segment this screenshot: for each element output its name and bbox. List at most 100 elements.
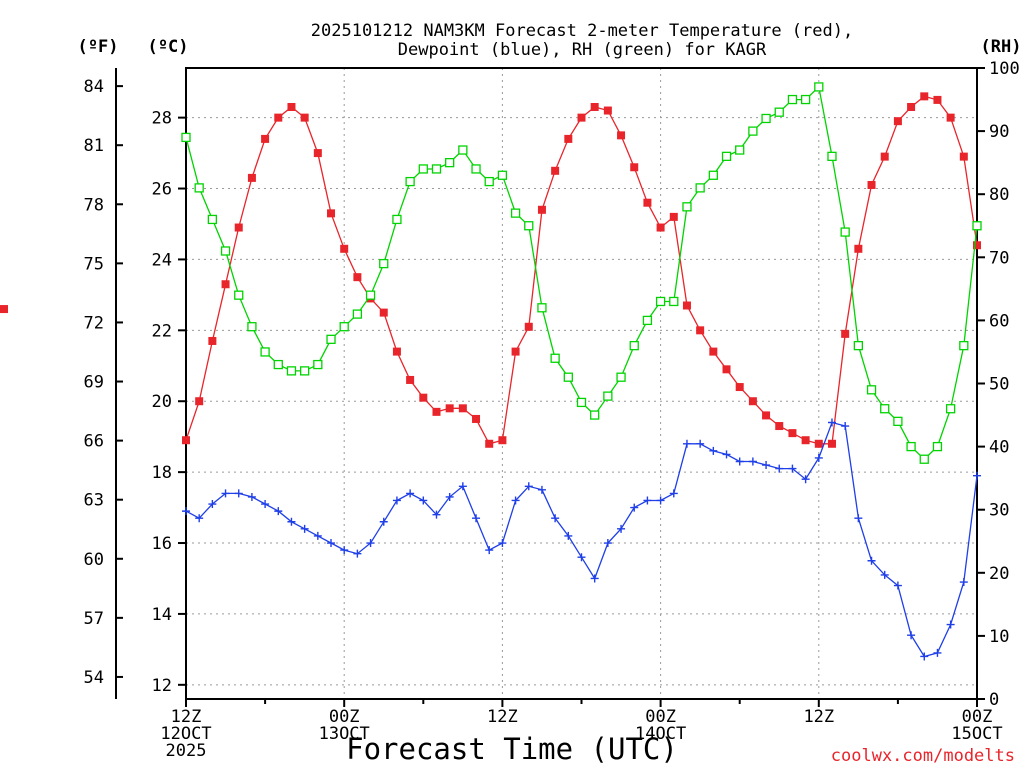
dewpoint-point bbox=[353, 549, 362, 558]
celsius-tick-label: 20 bbox=[152, 392, 172, 412]
rh-tick-label: 10 bbox=[989, 627, 1009, 647]
fahrenheit-tick-label: 63 bbox=[84, 491, 104, 511]
x-tick-label: 12Z bbox=[487, 707, 518, 727]
dewpoint-series bbox=[182, 418, 981, 661]
fahrenheit-tick-label: 78 bbox=[84, 195, 104, 215]
rh-point bbox=[286, 366, 297, 376]
dewpoint-point bbox=[221, 489, 230, 498]
dewpoint-point bbox=[208, 500, 217, 509]
dewpoint-point bbox=[748, 457, 757, 466]
temperature-point bbox=[537, 205, 546, 214]
temperature-point bbox=[880, 152, 889, 161]
fahrenheit-tick-label: 81 bbox=[84, 136, 104, 156]
rh-point bbox=[431, 164, 442, 174]
temperature-point bbox=[643, 198, 652, 207]
rh-point bbox=[774, 107, 784, 117]
temperature-point bbox=[498, 436, 507, 445]
rh-point bbox=[207, 214, 218, 225]
dewpoint-point bbox=[630, 503, 639, 512]
dewpoint-point bbox=[814, 453, 823, 462]
dewpoint-point bbox=[603, 539, 612, 548]
temperature-point bbox=[221, 280, 230, 289]
dewpoint-point bbox=[590, 574, 599, 583]
rh-tick-label: 80 bbox=[989, 185, 1009, 205]
temperature-point bbox=[801, 436, 810, 445]
x-tick-label: 15OCT bbox=[951, 724, 1002, 744]
dewpoint-point bbox=[709, 446, 718, 455]
dewpoint-point bbox=[327, 539, 336, 548]
rh-point bbox=[616, 372, 626, 382]
fahrenheit-tick-label: 72 bbox=[84, 313, 104, 333]
dewpoint-point bbox=[247, 492, 256, 501]
rh-point bbox=[669, 296, 679, 307]
temperature-point bbox=[907, 102, 916, 111]
temperature-point bbox=[261, 134, 270, 143]
rh-point bbox=[853, 340, 863, 351]
dewpoint-point bbox=[261, 500, 270, 509]
dewpoint-point bbox=[920, 652, 929, 661]
rh-point bbox=[458, 145, 468, 155]
dewpoint-point bbox=[551, 514, 560, 523]
x-tick-label: 00Z bbox=[645, 707, 676, 727]
temperature-point bbox=[445, 404, 454, 413]
rh-point bbox=[840, 227, 850, 237]
temperature-point bbox=[524, 322, 533, 331]
grid-lines bbox=[186, 68, 977, 699]
rh-point bbox=[906, 441, 916, 452]
data-series bbox=[0, 82, 982, 661]
temperature-point bbox=[511, 347, 520, 356]
dewpoint-point bbox=[933, 648, 942, 657]
rh-point bbox=[800, 94, 811, 105]
dewpoint-point bbox=[445, 492, 454, 501]
temperature-point bbox=[564, 134, 573, 143]
tick-labels: 54 57 60 63 66 69 72 75 78 81 84 12 14 16 18 20 22 24 26 28… bbox=[84, 59, 1020, 761]
rh-point bbox=[392, 214, 402, 225]
fahrenheit-unit-label: (ºF) bbox=[78, 37, 119, 57]
dewpoint-point bbox=[379, 517, 388, 526]
temperature-point bbox=[854, 244, 863, 253]
temperature-series bbox=[0, 92, 981, 448]
celsius-unit-label: (ºC) bbox=[148, 37, 189, 57]
dewpoint-point bbox=[682, 439, 691, 448]
credit-text[interactable]: coolwx.com/modelts bbox=[831, 746, 1015, 766]
rh-point bbox=[655, 296, 666, 307]
rh-point bbox=[484, 176, 494, 187]
rh-point bbox=[603, 391, 613, 401]
rh-point bbox=[220, 246, 231, 256]
dewpoint-point bbox=[880, 570, 889, 579]
dewpoint-point bbox=[801, 475, 810, 484]
dewpoint-point bbox=[893, 581, 902, 590]
rh-point bbox=[721, 151, 732, 161]
rh-tick-label: 60 bbox=[989, 311, 1009, 331]
dewpoint-point bbox=[775, 464, 784, 473]
x-tick-label: 2025 bbox=[166, 741, 207, 761]
celsius-tick-label: 24 bbox=[152, 250, 172, 270]
x-tick-label: 12OCT bbox=[160, 724, 211, 744]
temperature-line bbox=[185, 95, 978, 445]
celsius-tick-label: 18 bbox=[152, 463, 172, 483]
dewpoint-point bbox=[973, 471, 981, 480]
rh-tick-label: 30 bbox=[989, 501, 1009, 521]
celsius-tick-label: 26 bbox=[152, 180, 172, 200]
rh-point bbox=[352, 309, 363, 319]
rh-point bbox=[959, 340, 969, 351]
fahrenheit-tick-label: 69 bbox=[84, 373, 104, 393]
rh-point bbox=[194, 183, 204, 193]
fahrenheit-tick-label: 60 bbox=[84, 550, 104, 570]
dewpoint-point bbox=[511, 496, 520, 505]
dewpoint-point bbox=[498, 539, 507, 548]
rh-tick-label: 50 bbox=[989, 375, 1009, 395]
fahrenheit-tick-label: 66 bbox=[84, 432, 104, 452]
rh-point bbox=[708, 170, 718, 180]
temperature-point bbox=[577, 113, 586, 122]
dewpoint-point bbox=[485, 546, 494, 555]
rh-point bbox=[326, 334, 336, 344]
dewpoint-point bbox=[366, 539, 375, 548]
temperature-point bbox=[551, 166, 560, 175]
rh-point bbox=[365, 290, 376, 300]
x-axis-label: Forecast Time (UTC) bbox=[346, 732, 678, 766]
temperature-point bbox=[392, 347, 401, 356]
temperature-point bbox=[748, 397, 757, 406]
temperature-point bbox=[682, 301, 691, 310]
